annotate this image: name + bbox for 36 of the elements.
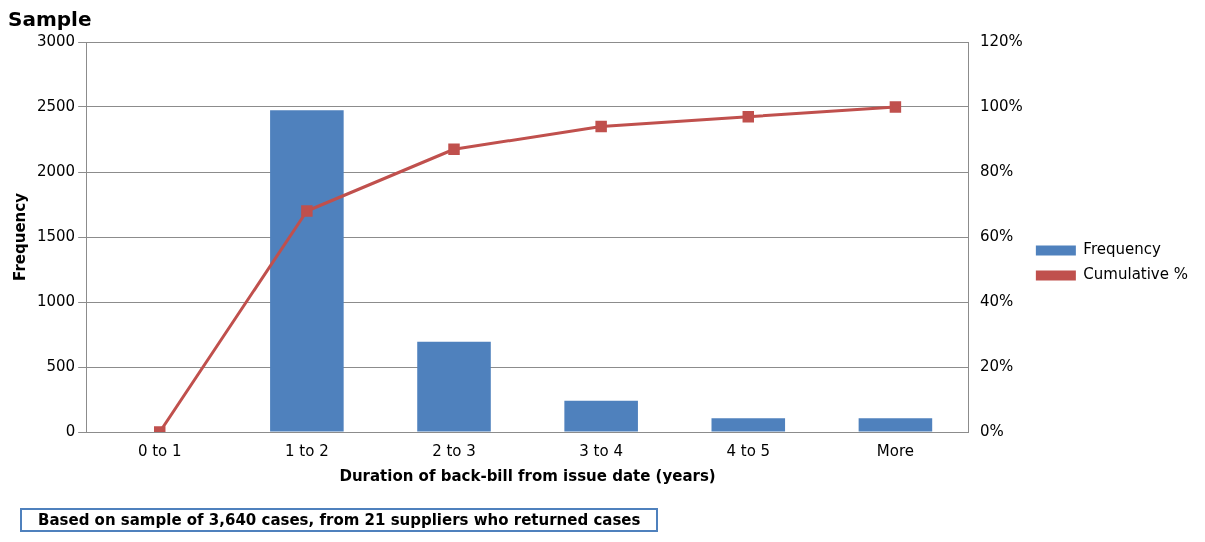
point [301,205,313,217]
x-tick-label: 4 to 5 [726,441,771,460]
x-tick-label: 3 to 4 [579,441,623,460]
bar [858,418,933,432]
x-tick-label: More [876,441,915,460]
x-axis-title: Duration of back-bill from issue date (years) [339,466,716,485]
legend-label: Cumulative % [1083,265,1189,284]
point [889,101,902,113]
y2-tick-label: 100% [979,96,1023,115]
point [595,120,607,133]
point [742,111,755,123]
bar [270,110,344,432]
chart-title: Sample [8,7,93,31]
y2-tick-label: 120% [979,31,1023,50]
bar [564,400,638,432]
bar [711,418,786,432]
y2-tick-label: 0% [979,421,1004,440]
y-tick-label: 2500 [36,96,76,115]
y2-tick-label: 20% [979,356,1014,375]
y-tick-label: 0 [65,421,76,440]
y2-tick-label: 60% [979,226,1014,245]
y-tick-label: 3000 [36,31,76,50]
point [448,143,460,155]
y-tick-label: 500 [46,356,76,375]
x-tick-label: 1 to 2 [285,441,329,460]
y-tick-label: 2000 [36,161,76,180]
y-tick-label: 1000 [36,291,76,310]
x-tick-label: 2 to 3 [432,441,476,460]
text: Based on sample of 3,640 cases, from 21 suppliers who returned cases [20,508,659,532]
y2-tick-label: 40% [979,291,1014,310]
y2-tick-label: 80% [979,161,1014,180]
x-tick-label: 0 to 1 [137,441,182,460]
y-axis-title: Frequency [10,192,29,281]
bar [417,341,491,432]
legend-label: Frequency [1083,240,1161,259]
y-tick-label: 1500 [36,226,76,245]
